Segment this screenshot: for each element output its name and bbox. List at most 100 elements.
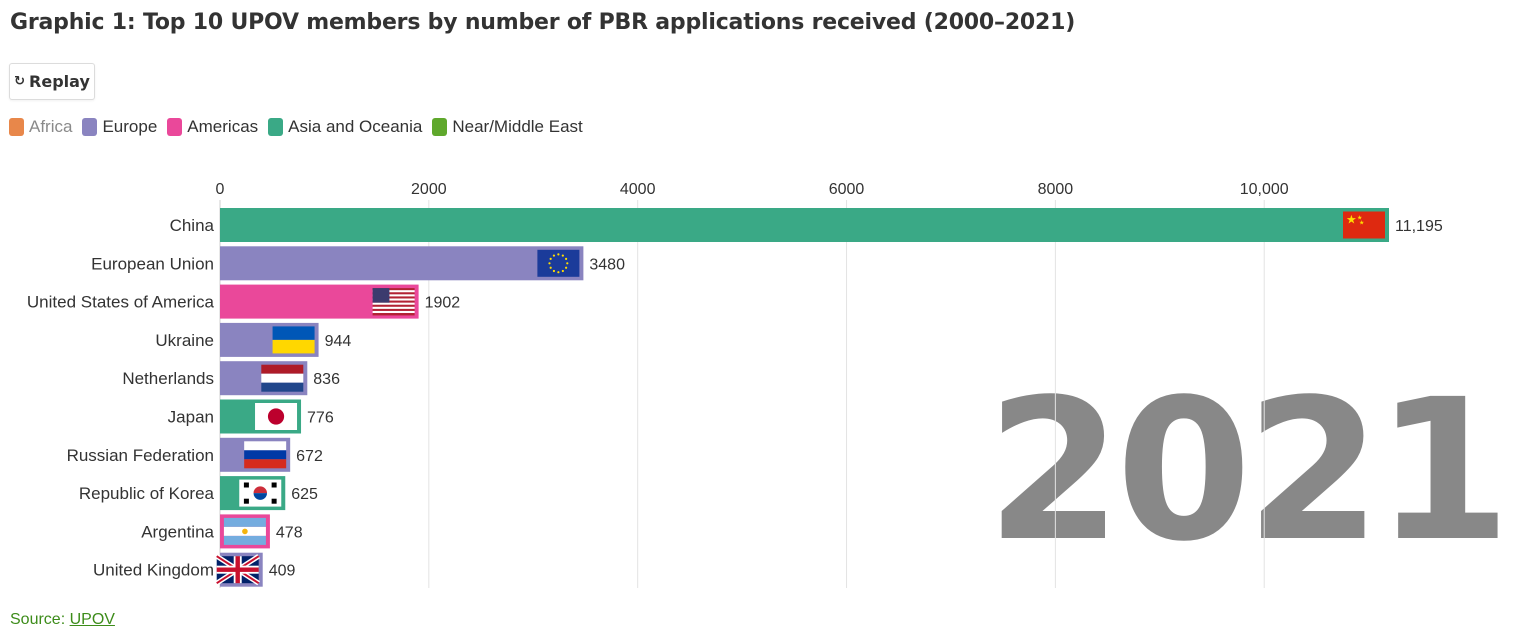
flag-star: ★ (1359, 220, 1364, 227)
netherlands-flag-icon (261, 364, 304, 392)
flag-part (272, 326, 315, 340)
flag-star (549, 257, 552, 260)
category-label: Japan (168, 408, 214, 427)
flag-star (557, 271, 560, 274)
replay-icon: ↻ (14, 74, 26, 89)
flag-part (244, 450, 287, 460)
category-label: Ukraine (155, 331, 214, 350)
bar[interactable] (220, 246, 584, 281)
flag-part (372, 310, 415, 314)
value-label: 944 (325, 333, 352, 350)
replay-label: Replay (29, 72, 90, 91)
x-tick-label: 0 (216, 181, 225, 198)
category-label: Netherlands (122, 369, 214, 388)
flag-part (372, 302, 415, 306)
flag-star: ★ (1346, 213, 1357, 227)
x-tick-label: 6000 (829, 181, 865, 198)
flag-part (372, 304, 415, 308)
korea-flag-icon (239, 479, 282, 507)
flag-part (261, 364, 304, 374)
uk-flag-icon (215, 554, 261, 586)
flag-part (372, 288, 390, 303)
legend-label: Asia and Oceania (288, 117, 423, 136)
flag-part (372, 290, 415, 293)
flag-sun (242, 528, 248, 535)
flag-star (548, 262, 551, 265)
value-label: 3480 (589, 256, 625, 273)
legend-label: Near/Middle East (452, 117, 583, 136)
legend-item-europe[interactable]: Europe (82, 117, 157, 137)
usa-flag-icon (372, 288, 415, 316)
x-tick-label: 4000 (620, 181, 656, 198)
flag-part (261, 382, 304, 392)
flag-part (244, 459, 287, 469)
bar-chart: 2021 0 2000 4000 6000 8000 10,000 China ★ ★★ 11,19… (27, 181, 1511, 588)
replay-button[interactable]: ↻ Replay (9, 63, 95, 100)
legend-item-americas[interactable]: Americas (167, 117, 258, 137)
value-label: 409 (269, 563, 296, 580)
flag-star (552, 269, 556, 273)
argentina-flag-icon (223, 517, 266, 545)
category-label: Argentina (141, 522, 214, 541)
source-link[interactable]: UPOV (69, 611, 115, 628)
flag-part (244, 441, 287, 451)
flag-trigram (271, 482, 277, 488)
flag-star: ★ (1357, 215, 1362, 222)
flag-star (565, 266, 568, 269)
flag-part (253, 493, 268, 500)
flag-part (372, 298, 415, 301)
category-label: Republic of Korea (79, 484, 215, 503)
legend-item-asia-oceania[interactable]: Asia and Oceania (268, 117, 422, 137)
flag-part (372, 313, 415, 316)
source-note: Source: UPOV (10, 611, 115, 629)
eu-flag-icon (537, 249, 580, 277)
flag-part (372, 294, 415, 297)
legend-swatch (432, 118, 448, 136)
value-label: 478 (276, 524, 303, 541)
china-flag-icon: ★ ★★ (1343, 211, 1385, 239)
value-label: 672 (296, 448, 323, 465)
flag-part (372, 288, 415, 291)
flag-part (372, 308, 415, 312)
value-label: 625 (291, 486, 318, 503)
x-tick-label: 2000 (411, 181, 447, 198)
flag-trigram (243, 482, 249, 488)
year-watermark: 2021 (986, 357, 1505, 584)
flag-trigram (243, 498, 249, 504)
flag-star (549, 266, 552, 269)
value-label: 11,195 (1395, 218, 1443, 235)
flag-trigram (271, 498, 277, 504)
legend-label: Europe (102, 117, 158, 136)
category-label: United Kingdom (93, 561, 214, 580)
russia-flag-icon (244, 441, 287, 469)
category-label: European Union (91, 254, 214, 273)
flag-star (565, 257, 568, 260)
legend-swatch (82, 118, 98, 136)
legend-swatch (9, 118, 24, 136)
flag-part (223, 535, 266, 545)
legend-label: Americas (187, 117, 259, 136)
flag-part (216, 567, 259, 572)
x-tick-label: 8000 (1038, 181, 1074, 198)
flag-part (267, 408, 285, 425)
bar[interactable] (220, 208, 1389, 242)
source-prefix: Source: (10, 611, 70, 628)
legend-swatch (268, 118, 284, 136)
flag-star (557, 253, 560, 256)
flag-star (552, 254, 556, 257)
chart-title: Graphic 1: Top 10 UPOV members by number… (10, 10, 1076, 35)
flag-part (223, 517, 266, 527)
value-label: 836 (313, 371, 340, 388)
flag-part (372, 306, 415, 310)
flag-part (372, 292, 415, 295)
value-label: 1902 (425, 295, 461, 312)
legend-label: Africa (29, 117, 73, 136)
legend-swatch (167, 118, 183, 136)
legend-item-near-middle-east[interactable]: Near/Middle East (432, 117, 583, 137)
flag-part (253, 486, 268, 494)
legend-item-africa[interactable]: Africa (9, 117, 72, 137)
category-label: China (170, 216, 215, 235)
flag-part (261, 373, 304, 383)
flag-part (1343, 211, 1385, 239)
flag-part (372, 296, 415, 299)
